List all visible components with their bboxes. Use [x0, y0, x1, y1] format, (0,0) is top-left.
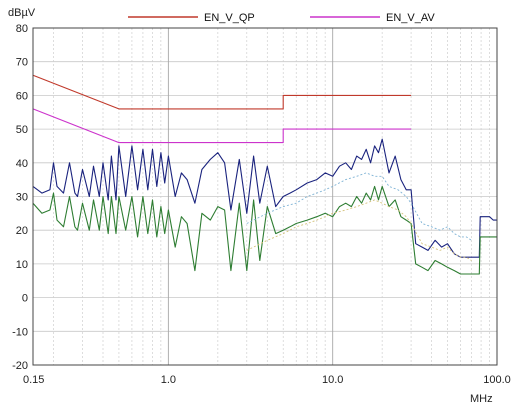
series-layer: [32, 74, 497, 275]
y-tick-label: 80: [16, 23, 28, 35]
x-tick-label: 10.0: [322, 374, 343, 386]
x-tick-label: 100.0: [483, 374, 511, 386]
x-axis-ticks: 0.15 1.0 10.0 100.0: [23, 374, 511, 386]
y-tick-label: 70: [16, 57, 28, 69]
y-tick-label: 40: [16, 158, 28, 170]
series-line-3: [32, 185, 497, 275]
series-line-5: [246, 199, 472, 261]
legend-label: EN_V_QP: [204, 12, 255, 24]
y-tick-label: 20: [16, 225, 28, 237]
y-tick-label: -20: [12, 360, 28, 372]
x-tick-label: 0.15: [23, 374, 44, 386]
y-tick-label: 0: [22, 293, 28, 305]
y-tick-label: 60: [16, 90, 28, 102]
x-tick-label: 1.0: [161, 374, 176, 386]
x-axis-unit: MHz: [470, 393, 493, 405]
plot-frame: [32, 27, 498, 366]
y-tick-label: -10: [12, 326, 28, 338]
legend: EN_V_QP EN_V_AV: [128, 12, 435, 24]
y-tick-label: 50: [16, 124, 28, 136]
y-tick-label: 10: [16, 259, 28, 271]
series-line-4: [246, 172, 472, 241]
y-axis-unit: dBµV: [8, 7, 36, 19]
y-tick-label: 30: [16, 192, 28, 204]
series-line-2: [32, 138, 497, 258]
series-line-1: [32, 108, 412, 144]
legend-label: EN_V_AV: [386, 12, 435, 24]
y-axis-ticks: 80 70 60 50 40 30 20 10 0 -10 -20: [12, 23, 28, 372]
series-line-0: [32, 74, 412, 110]
